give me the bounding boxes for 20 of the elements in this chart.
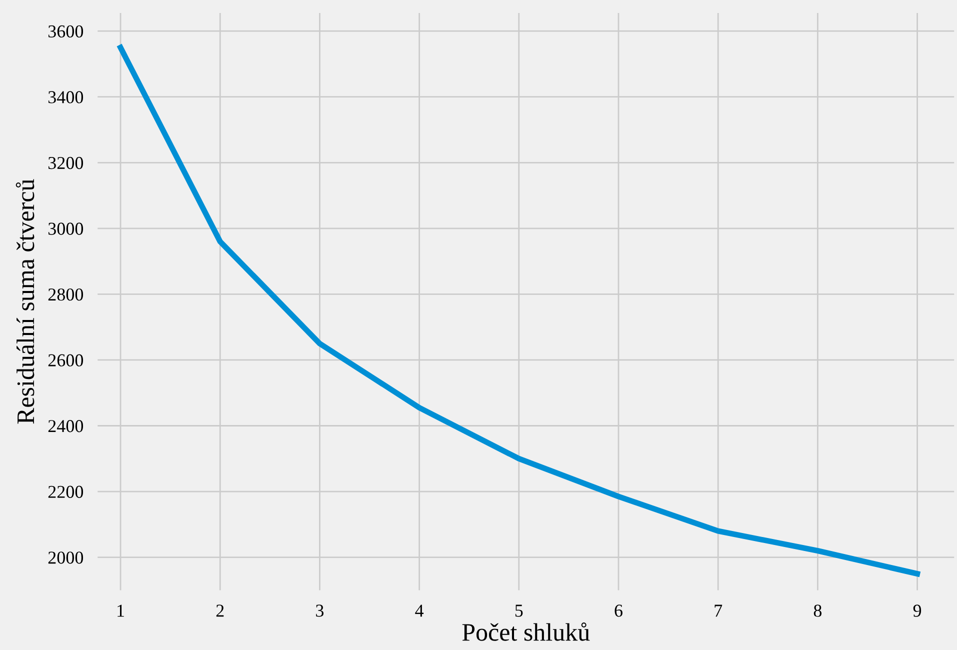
x-axis-title: Počet shluků <box>462 622 590 641</box>
x-tick-label: 9 <box>913 604 922 617</box>
y-tick-label: 3200 <box>48 156 84 170</box>
y-tick-label: 3000 <box>48 222 84 235</box>
y-tick-label: 2000 <box>48 552 84 564</box>
x-tick-label: 3 <box>316 604 324 617</box>
y-tick-label: 3400 <box>48 91 84 104</box>
y-tick-label: 2200 <box>48 486 84 498</box>
y-tick-label: 2600 <box>48 354 84 366</box>
y-tick-label: 2400 <box>48 420 84 432</box>
x-tick-label: 6 <box>614 604 622 617</box>
y-tick-label: 2800 <box>48 288 84 301</box>
y-tick-label: 3600 <box>48 25 84 38</box>
x-tick-label: 1 <box>118 604 124 617</box>
x-tick-label: 8 <box>814 604 822 617</box>
x-tick-label: 4 <box>415 604 424 617</box>
x-tick-label: 5 <box>515 604 523 617</box>
y-axis-title: Residuální suma čtverců <box>16 179 34 424</box>
x-tick-label: 2 <box>216 604 224 617</box>
x-tick-label: 7 <box>714 604 722 617</box>
